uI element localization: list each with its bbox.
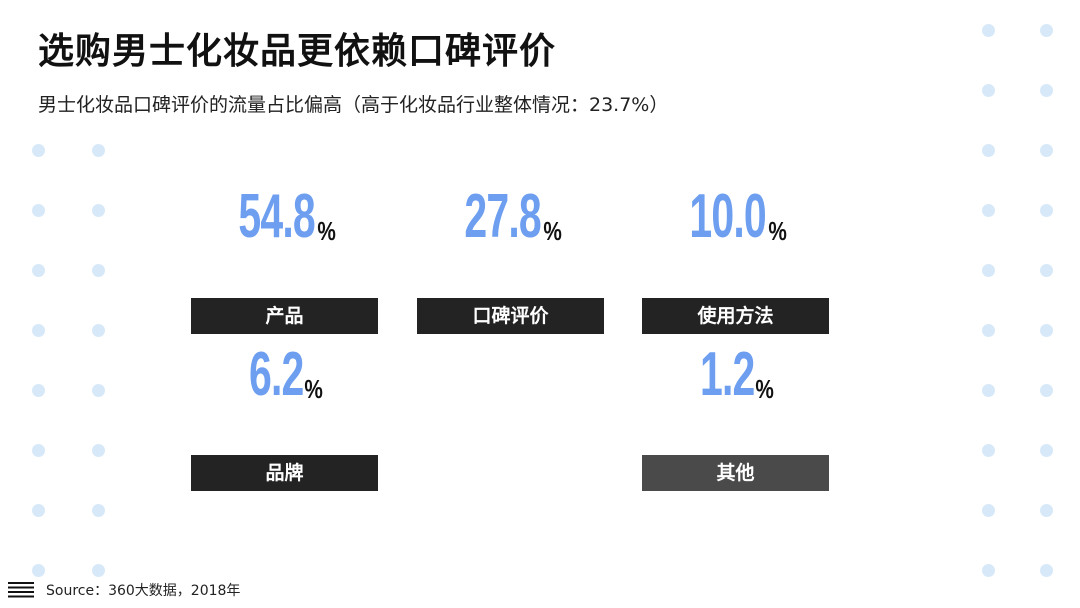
dot [1040,264,1053,277]
dot [982,264,995,277]
percent-sign: % [543,216,562,246]
stat-number: 6.2 [249,338,304,409]
dot [1040,444,1053,457]
stat-number: 1.2 [700,338,755,409]
dot [1040,84,1053,97]
stat-value: 6.2% [164,339,404,410]
dot [1040,24,1053,37]
dot [92,204,105,217]
dot [92,444,105,457]
dot [92,504,105,517]
dot [982,564,995,577]
dot [32,204,45,217]
dot [92,264,105,277]
dot [1040,144,1053,157]
dot [982,84,995,97]
dot [982,144,995,157]
dot [982,384,995,397]
source-note: Source：360大数据，2018年 [8,580,240,600]
stat-number: 54.8 [238,180,315,251]
dot [1040,564,1053,577]
dot [32,564,45,577]
stat-value: 27.8% [390,181,630,252]
stat-label: 产品 [191,298,378,334]
dot [1040,384,1053,397]
source-text: Source：360大数据，2018年 [46,583,241,599]
dot [32,444,45,457]
dot [982,504,995,517]
page-title: 选购男士化妆品更依赖口碑评价 [38,31,557,72]
stat-value: 1.2% [615,339,855,410]
dot [92,564,105,577]
stat-label: 口碑评价 [417,298,604,334]
stat-label: 其他 [642,455,829,491]
dot [1040,504,1053,517]
dot [32,384,45,397]
dot [1040,204,1053,217]
percent-sign: % [768,216,787,246]
dot [982,324,995,337]
percent-sign: % [317,216,336,246]
stat-label: 使用方法 [642,298,829,334]
dot [982,204,995,217]
page-subtitle: 男士化妆品口碑评价的流量占比偏高（高于化妆品行业整体情况：23.7%） [38,94,669,116]
lines-icon [8,582,34,598]
dot [92,384,105,397]
dot [982,24,995,37]
dot [32,504,45,517]
stat-value: 10.0% [615,181,855,252]
stat-value: 54.8% [164,181,404,252]
dot [32,144,45,157]
dot [32,324,45,337]
dot [92,324,105,337]
dot [32,264,45,277]
dot [92,144,105,157]
stat-label: 品牌 [191,455,378,491]
stat-number: 27.8 [464,180,541,251]
percent-sign: % [755,374,774,404]
stat-number: 10.0 [689,180,766,251]
dot [982,444,995,457]
dot [1040,324,1053,337]
percent-sign: % [304,374,323,404]
